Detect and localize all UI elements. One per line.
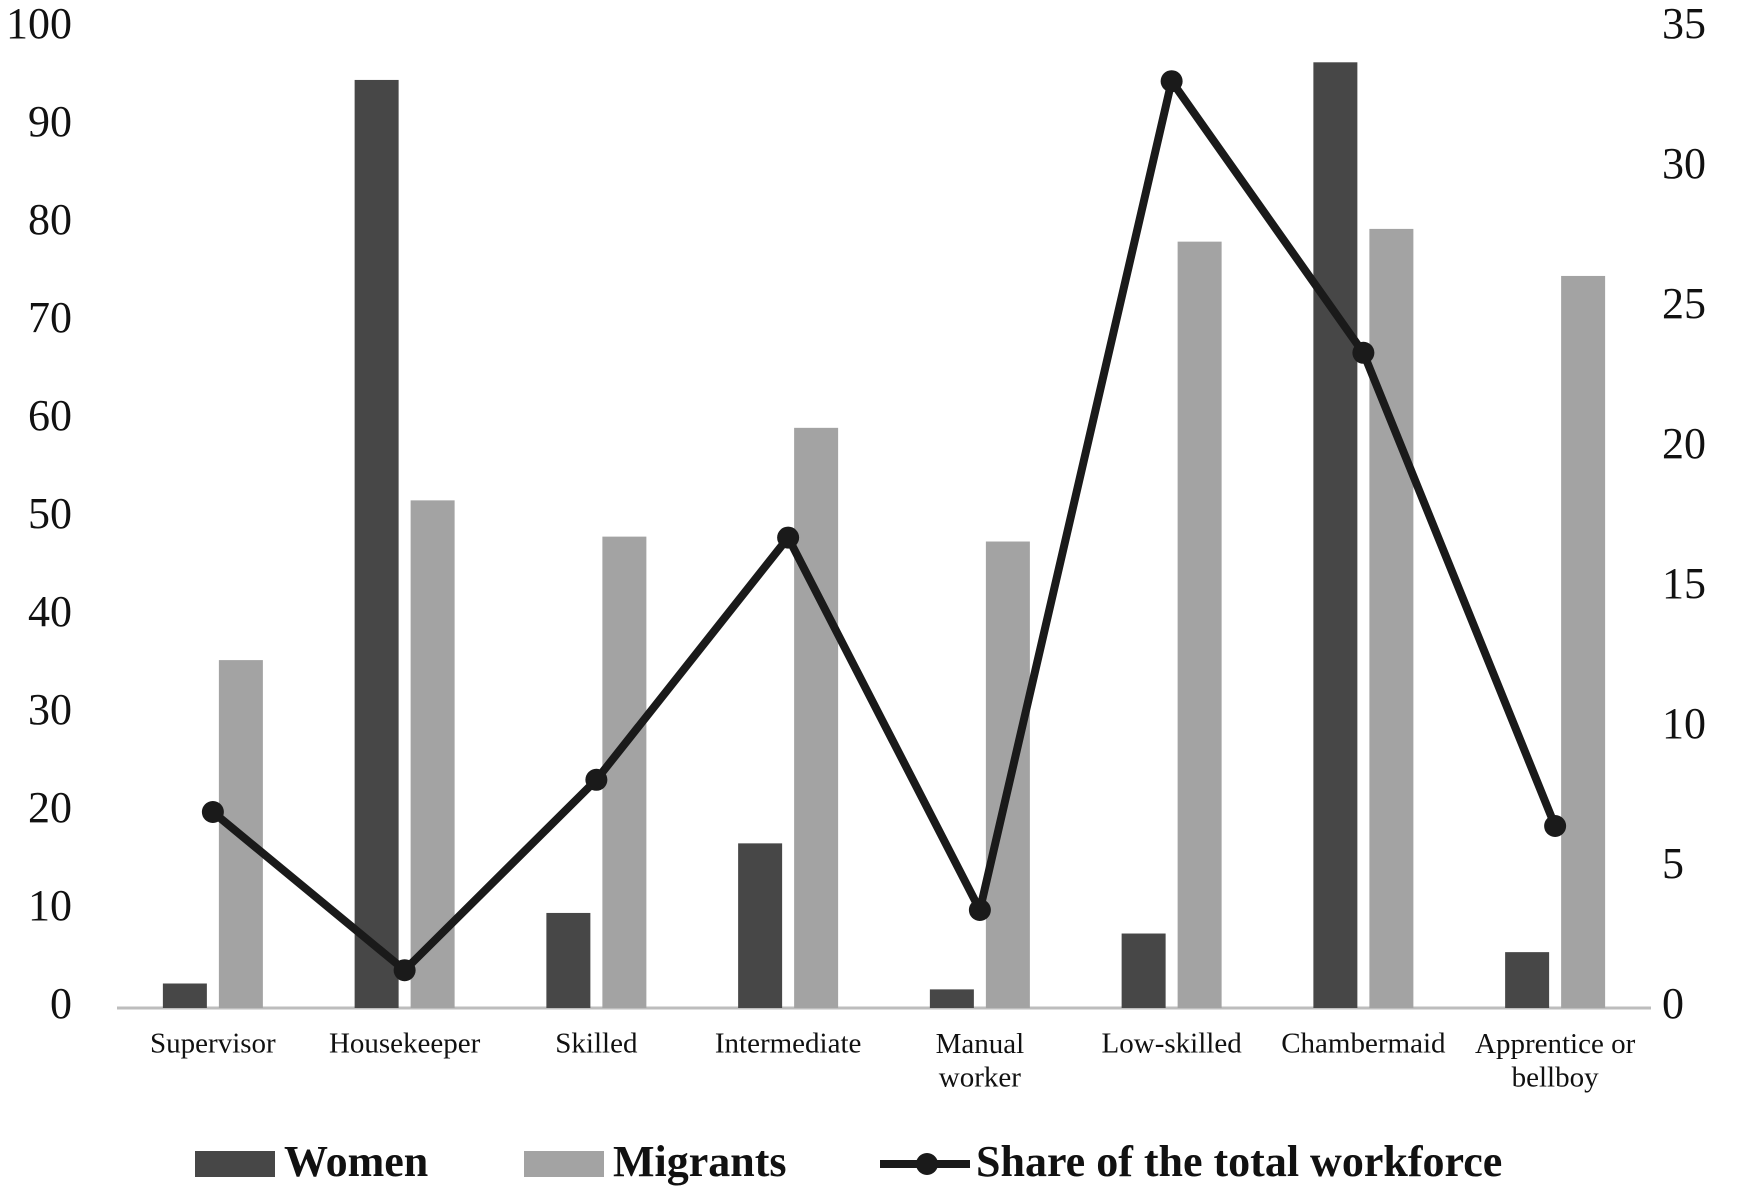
y2-tick-label: 10 [1662,699,1706,748]
line-marker [1352,341,1375,364]
y-tick-label: 50 [28,489,72,538]
legend-swatch [195,1151,275,1177]
x-tick-label: Intermediate [715,1028,862,1060]
line-marker [393,959,416,982]
y-tick-label: 90 [28,97,72,146]
line-marker [777,526,800,549]
bar [929,989,974,1008]
y-tick-label: 100 [6,0,72,48]
bar [1177,241,1222,1008]
bar [1121,933,1166,1008]
y-tick-label: 30 [28,685,72,734]
y2-tick-label: 15 [1662,559,1706,608]
line-marker [1160,70,1183,93]
y-tick-label: 80 [28,195,72,244]
y2-tick-label: 5 [1662,839,1684,888]
bar [1561,275,1606,1008]
bar [354,79,399,1008]
y-tick-label: 0 [50,979,72,1028]
line-marker [968,899,991,921]
y-tick-label: 70 [28,293,72,342]
y-tick-label: 60 [28,391,72,440]
line [210,77,1559,975]
bar [794,427,839,1009]
bar [1369,228,1414,1008]
bar [1505,952,1550,1008]
line-marker [201,801,224,823]
line-marker [585,768,608,791]
legend-label: Women [284,1137,428,1186]
legend-swatch [524,1151,604,1177]
bar [546,912,591,1008]
x-tick-label: Chambermaid [1281,1028,1446,1060]
line-marker [1544,815,1567,837]
y-tick-label: 40 [28,587,72,636]
x-tick-label: Low-skilled [1102,1028,1243,1060]
legend-label: Share of the total workforce [976,1137,1502,1186]
bar [602,536,647,1008]
y-tick-label: 10 [28,881,72,930]
x-tick-label: Skilled [555,1028,638,1060]
y-tick-label: 20 [28,783,72,832]
bar [162,983,207,1008]
x-tick-label: Apprentice or bellboy [1475,1028,1636,1093]
x-tick-label: Housekeeper [329,1028,481,1060]
legend-marker [916,1153,938,1175]
x-tick-label: Manual worker [936,1028,1025,1093]
y2-tick-label: 35 [1662,0,1706,48]
legend-label: Migrants [613,1137,787,1186]
bar [1313,62,1358,1009]
y2-tick-label: 0 [1662,979,1684,1028]
y2-tick-label: 30 [1662,139,1706,188]
y2-tick-label: 25 [1662,279,1706,328]
bar [738,843,783,1008]
x-tick-label: Supervisor [150,1028,276,1060]
y2-tick-label: 20 [1662,419,1706,468]
